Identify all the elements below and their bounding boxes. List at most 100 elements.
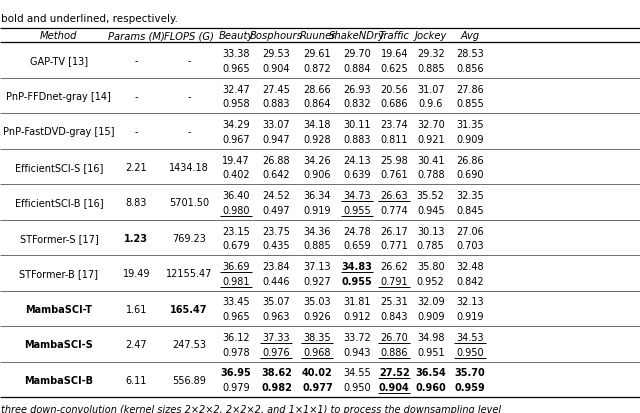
Text: 31.07: 31.07 xyxy=(417,84,445,94)
Text: 34.83: 34.83 xyxy=(342,261,372,271)
Text: 28.53: 28.53 xyxy=(456,49,484,59)
Text: 33.72: 33.72 xyxy=(343,332,371,342)
Text: 1.23: 1.23 xyxy=(124,233,148,243)
Text: 0.980: 0.980 xyxy=(223,205,250,216)
Text: 34.53: 34.53 xyxy=(456,332,484,342)
Text: -: - xyxy=(134,127,138,137)
Text: 0.761: 0.761 xyxy=(380,170,408,180)
Text: 24.78: 24.78 xyxy=(343,226,371,236)
Text: 32.35: 32.35 xyxy=(456,190,484,201)
Text: 0.919: 0.919 xyxy=(456,312,483,322)
Text: 26.17: 26.17 xyxy=(380,226,408,236)
Text: 0.945: 0.945 xyxy=(417,205,445,216)
Text: 23.75: 23.75 xyxy=(262,226,291,236)
Text: 0.951: 0.951 xyxy=(417,347,445,357)
Text: MambaSCI-S: MambaSCI-S xyxy=(24,339,93,349)
Text: 34.73: 34.73 xyxy=(343,190,371,201)
Text: 30.41: 30.41 xyxy=(417,155,444,165)
Text: 0.909: 0.909 xyxy=(417,312,444,322)
Text: 0.791: 0.791 xyxy=(380,276,408,286)
Text: 0.856: 0.856 xyxy=(456,64,484,74)
Text: 12155.47: 12155.47 xyxy=(166,268,212,278)
Text: 27.52: 27.52 xyxy=(379,368,410,377)
Text: 28.66: 28.66 xyxy=(303,84,332,94)
Text: 0.952: 0.952 xyxy=(417,276,445,286)
Text: 19.49: 19.49 xyxy=(123,268,150,278)
Text: 27.45: 27.45 xyxy=(262,84,291,94)
Text: 0.926: 0.926 xyxy=(303,312,332,322)
Text: GAP-TV [13]: GAP-TV [13] xyxy=(30,56,88,66)
Text: 0.872: 0.872 xyxy=(303,64,332,74)
Text: 35.70: 35.70 xyxy=(454,368,485,377)
Text: EfficientSCI-B [16]: EfficientSCI-B [16] xyxy=(15,198,103,208)
Text: 20.56: 20.56 xyxy=(380,84,408,94)
Text: 0.811: 0.811 xyxy=(381,135,408,145)
Text: 23.74: 23.74 xyxy=(380,120,408,130)
Text: 0.686: 0.686 xyxy=(381,99,408,109)
Text: 30.13: 30.13 xyxy=(417,226,444,236)
Text: 37.33: 37.33 xyxy=(262,332,291,342)
Text: 0.960: 0.960 xyxy=(415,382,446,392)
Text: STFormer-B [17]: STFormer-B [17] xyxy=(19,268,99,278)
Text: 0.845: 0.845 xyxy=(456,205,484,216)
Text: PnP-FFDnet-gray [14]: PnP-FFDnet-gray [14] xyxy=(6,91,111,102)
Text: 0.979: 0.979 xyxy=(222,382,250,392)
Text: 8.83: 8.83 xyxy=(125,198,147,208)
Text: 0.968: 0.968 xyxy=(304,347,331,357)
Text: 0.912: 0.912 xyxy=(343,312,371,322)
Text: 32.13: 32.13 xyxy=(456,297,484,307)
Text: Params (M): Params (M) xyxy=(108,31,164,41)
Text: 769.23: 769.23 xyxy=(172,233,205,243)
Text: 0.642: 0.642 xyxy=(262,170,291,180)
Text: -: - xyxy=(134,91,138,102)
Text: 36.34: 36.34 xyxy=(304,190,331,201)
Text: 1.61: 1.61 xyxy=(125,304,147,314)
Text: 0.788: 0.788 xyxy=(417,170,445,180)
Text: 32.09: 32.09 xyxy=(417,297,445,307)
Text: 26.86: 26.86 xyxy=(456,155,484,165)
Text: 36.40: 36.40 xyxy=(223,190,250,201)
Text: 0.497: 0.497 xyxy=(262,205,291,216)
Text: 0.965: 0.965 xyxy=(222,312,250,322)
Text: MambaSCI-B: MambaSCI-B xyxy=(24,375,93,385)
Text: -: - xyxy=(187,91,191,102)
Text: 0.950: 0.950 xyxy=(456,347,484,357)
Text: 24.13: 24.13 xyxy=(343,155,371,165)
Text: 0.965: 0.965 xyxy=(222,64,250,74)
Text: 36.12: 36.12 xyxy=(222,332,250,342)
Text: 0.659: 0.659 xyxy=(343,241,371,251)
Text: 29.61: 29.61 xyxy=(303,49,332,59)
Text: 0.774: 0.774 xyxy=(380,205,408,216)
Text: 0.639: 0.639 xyxy=(344,170,371,180)
Text: 35.03: 35.03 xyxy=(303,297,332,307)
Text: 0.950: 0.950 xyxy=(343,382,371,392)
Text: 26.62: 26.62 xyxy=(380,261,408,271)
Text: 32.48: 32.48 xyxy=(456,261,484,271)
Text: 1434.18: 1434.18 xyxy=(169,162,209,172)
Text: 27.06: 27.06 xyxy=(456,226,484,236)
Text: 23.84: 23.84 xyxy=(262,261,291,271)
Text: 0.883: 0.883 xyxy=(344,135,371,145)
Text: 2.21: 2.21 xyxy=(125,162,147,172)
Text: PnP-FastDVD-gray [15]: PnP-FastDVD-gray [15] xyxy=(3,127,115,137)
Text: 0.955: 0.955 xyxy=(343,205,371,216)
Text: 0.435: 0.435 xyxy=(262,241,291,251)
Text: 36.95: 36.95 xyxy=(221,368,252,377)
Text: 2.47: 2.47 xyxy=(125,339,147,349)
Text: 0.958: 0.958 xyxy=(222,99,250,109)
Text: 34.98: 34.98 xyxy=(417,332,444,342)
Text: Method: Method xyxy=(40,31,77,41)
Text: 0.921: 0.921 xyxy=(417,135,445,145)
Text: 247.53: 247.53 xyxy=(172,339,206,349)
Text: 5701.50: 5701.50 xyxy=(169,198,209,208)
Text: 0.9.6: 0.9.6 xyxy=(419,99,443,109)
Text: 0.886: 0.886 xyxy=(381,347,408,357)
Text: 34.36: 34.36 xyxy=(304,226,331,236)
Text: 6.11: 6.11 xyxy=(125,375,147,385)
Text: 37.13: 37.13 xyxy=(303,261,332,271)
Text: ShakeNDry: ShakeNDry xyxy=(329,31,385,41)
Text: 0.842: 0.842 xyxy=(456,276,484,286)
Text: 29.70: 29.70 xyxy=(343,49,371,59)
Text: 33.45: 33.45 xyxy=(222,297,250,307)
Text: 0.963: 0.963 xyxy=(263,312,290,322)
